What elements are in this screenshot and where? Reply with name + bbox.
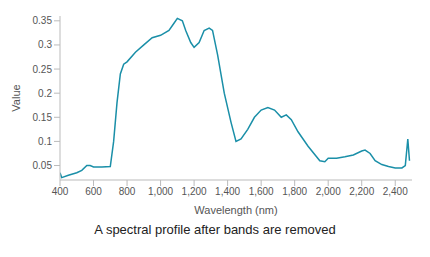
svg-text:0.05: 0.05 — [33, 160, 53, 171]
svg-text:800: 800 — [119, 186, 136, 197]
html-text:A spectral profile after bands: A spectral profile after bands are remov… — [94, 222, 336, 237]
svg-text:1,600: 1,600 — [249, 186, 274, 197]
svg-text:Wavelength (nm): Wavelength (nm) — [194, 204, 277, 216]
svg-text:1,800: 1,800 — [282, 186, 307, 197]
svg-text:0.2: 0.2 — [38, 88, 52, 99]
svg-text:1,400: 1,400 — [215, 186, 240, 197]
svg-text:2,000: 2,000 — [316, 186, 341, 197]
svg-text:400: 400 — [52, 186, 69, 197]
svg-text:600: 600 — [85, 186, 102, 197]
svg-text:0.3: 0.3 — [38, 39, 52, 50]
svg-text:1,000: 1,000 — [148, 186, 173, 197]
svg-text:1,200: 1,200 — [182, 186, 207, 197]
svg-text:Value: Value — [10, 84, 22, 111]
svg-text:2,400: 2,400 — [383, 186, 408, 197]
svg-text:0.1: 0.1 — [38, 136, 52, 147]
svg-text:2,200: 2,200 — [349, 186, 374, 197]
svg-text:0.25: 0.25 — [33, 64, 53, 75]
svg-text:0.35: 0.35 — [33, 15, 53, 26]
svg-text:0.15: 0.15 — [33, 112, 53, 123]
